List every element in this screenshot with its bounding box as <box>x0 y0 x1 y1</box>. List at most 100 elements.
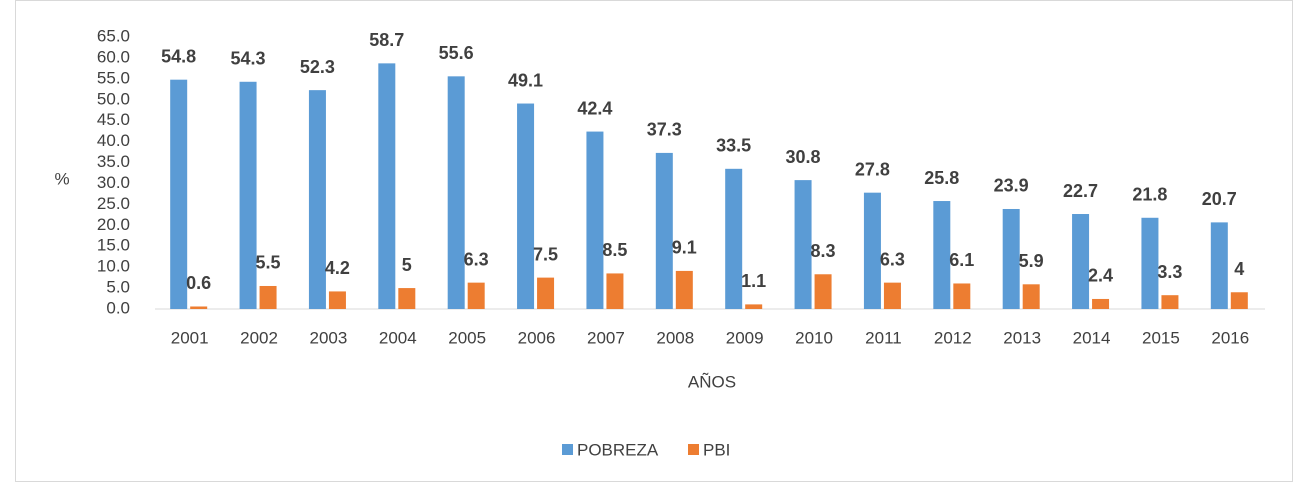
data-label: 6.1 <box>949 250 974 270</box>
bar <box>745 304 763 309</box>
data-label: 4.2 <box>325 258 350 278</box>
y-tick-label: 55.0 <box>97 68 130 87</box>
data-label: 54.3 <box>231 49 266 69</box>
data-label: 52.3 <box>300 57 335 77</box>
x-tick-label: 2012 <box>934 328 972 347</box>
data-label: 58.7 <box>369 30 404 50</box>
data-label: 23.9 <box>994 176 1029 196</box>
bar <box>953 283 971 309</box>
x-tick-label: 2003 <box>310 328 348 347</box>
data-label: 6.3 <box>880 249 905 269</box>
y-tick-label: 40.0 <box>97 131 130 150</box>
bar <box>537 277 555 309</box>
x-tick-label: 2014 <box>1073 328 1111 347</box>
y-axis-label: % <box>54 169 69 188</box>
x-tick-label: 2008 <box>656 328 694 347</box>
legend-label: POBREZA <box>577 440 659 459</box>
legend-swatch <box>688 444 699 455</box>
bar <box>398 288 416 309</box>
bar <box>378 63 396 310</box>
data-label: 8.5 <box>602 240 627 260</box>
y-tick-label: 20.0 <box>97 215 130 234</box>
bar <box>1141 217 1159 309</box>
data-label: 37.3 <box>647 120 682 140</box>
bar <box>586 131 604 309</box>
data-label: 30.8 <box>786 147 821 167</box>
bar <box>725 168 743 309</box>
x-tick-label: 2005 <box>448 328 486 347</box>
data-label: 1.1 <box>741 271 766 291</box>
x-tick-label: 2001 <box>171 328 209 347</box>
y-tick-label: 30.0 <box>97 173 130 192</box>
data-label: 7.5 <box>533 244 558 264</box>
bar <box>190 306 208 309</box>
x-tick-label: 2009 <box>726 328 764 347</box>
x-tick-label: 2013 <box>1003 328 1041 347</box>
y-tick-label: 0.0 <box>106 298 130 317</box>
data-label: 20.7 <box>1202 189 1237 209</box>
x-tick-label: 2011 <box>865 328 902 347</box>
data-label: 21.8 <box>1132 185 1167 205</box>
bar <box>1022 284 1040 309</box>
bar <box>308 90 326 309</box>
y-tick-label: 25.0 <box>97 194 130 213</box>
bar <box>814 274 832 309</box>
y-tick-label: 50.0 <box>97 89 130 108</box>
data-label: 42.4 <box>577 98 612 118</box>
bar <box>239 81 257 309</box>
bar <box>1230 292 1248 309</box>
bar <box>933 201 951 309</box>
bar <box>259 285 277 309</box>
legend-label: PBI <box>703 440 730 459</box>
x-tick-label: 2016 <box>1211 328 1249 347</box>
bar <box>170 79 188 309</box>
data-label: 0.6 <box>186 273 211 293</box>
chart-frame <box>15 0 1293 482</box>
x-tick-label: 2002 <box>240 328 278 347</box>
data-label: 6.3 <box>464 249 489 269</box>
bar <box>1092 298 1110 309</box>
bar <box>1210 222 1228 309</box>
data-label: 5.5 <box>256 253 281 273</box>
bar <box>606 273 624 309</box>
data-label: 3.3 <box>1157 262 1182 282</box>
data-label: 25.8 <box>924 168 959 188</box>
data-label: 5.9 <box>1019 251 1044 271</box>
x-tick-label: 2007 <box>587 328 625 347</box>
y-tick-label: 45.0 <box>97 110 130 129</box>
bar <box>517 103 535 309</box>
y-tick-label: 65.0 <box>97 26 130 45</box>
data-label: 49.1 <box>508 70 543 90</box>
bar <box>883 282 901 309</box>
bar <box>328 291 346 309</box>
bar <box>467 282 485 309</box>
x-axis-label: AÑOS <box>688 372 736 391</box>
data-label: 2.4 <box>1088 266 1113 286</box>
data-label: 9.1 <box>672 238 697 258</box>
bar <box>863 192 881 309</box>
y-tick-label: 60.0 <box>97 47 130 66</box>
bar <box>794 180 812 309</box>
x-tick-label: 2004 <box>379 328 417 347</box>
y-tick-label: 35.0 <box>97 152 130 171</box>
data-label: 27.8 <box>855 159 890 179</box>
x-tick-label: 2010 <box>795 328 833 347</box>
x-tick-label: 2015 <box>1142 328 1180 347</box>
data-label: 8.3 <box>811 241 836 261</box>
legend-swatch <box>562 444 573 455</box>
y-tick-label: 5.0 <box>106 278 130 297</box>
y-tick-label: 10.0 <box>97 257 130 276</box>
data-label: 4 <box>1234 259 1244 279</box>
data-label: 5 <box>402 255 412 275</box>
bar <box>1161 295 1179 309</box>
bar <box>1002 208 1020 309</box>
data-label: 55.6 <box>439 43 474 63</box>
data-label: 22.7 <box>1063 181 1098 201</box>
data-label: 33.5 <box>716 136 751 156</box>
bar <box>675 270 693 309</box>
bar <box>1072 214 1090 309</box>
data-label: 54.8 <box>161 46 196 66</box>
x-tick-label: 2006 <box>518 328 556 347</box>
